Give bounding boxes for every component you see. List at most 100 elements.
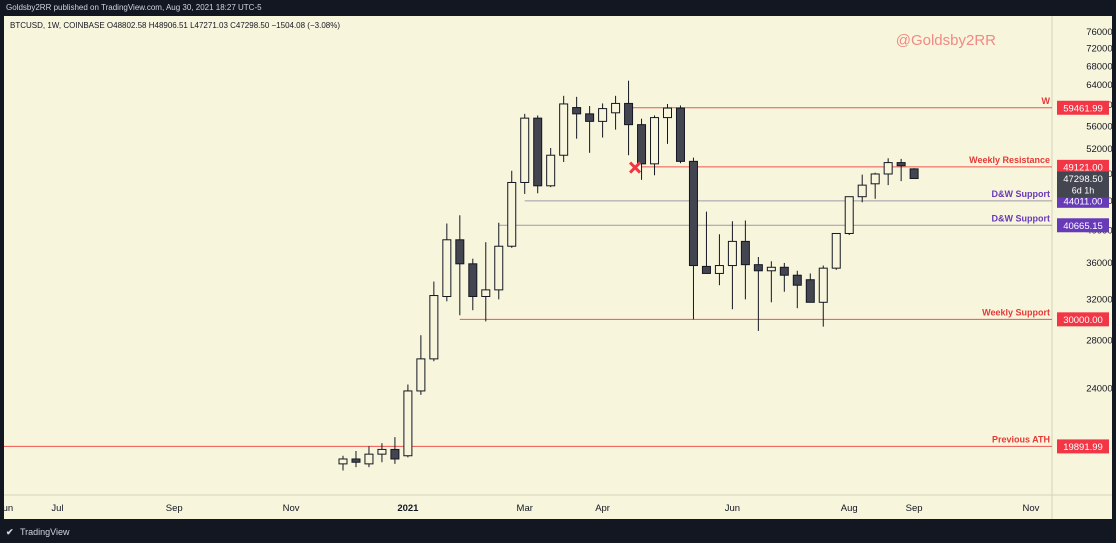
y-tick-label: 28000.00 (1086, 336, 1112, 347)
x-tick-label: Sep (166, 503, 183, 514)
candle-body (740, 240, 750, 266)
candle-body (844, 196, 854, 234)
x-tick-label: Apr (595, 503, 610, 514)
candle-body (520, 117, 530, 183)
candle-body (857, 184, 867, 198)
candle-body (585, 113, 595, 122)
candle-body (559, 103, 569, 156)
y-tick-label: 64000.00 (1086, 80, 1112, 91)
y-tick-label: 36000.00 (1086, 258, 1112, 269)
price-tag-label: 44011.00 (1064, 196, 1103, 207)
level-label: D&W Support (992, 189, 1051, 199)
candle-body (494, 245, 504, 291)
y-tick-label: 52000.00 (1086, 144, 1112, 155)
candle-body (546, 154, 556, 187)
price-tag-bg (1057, 439, 1109, 454)
candle-body (766, 266, 776, 272)
price-tag-label: 49121.00 (1063, 162, 1103, 173)
y-tick-label: 68000.00 (1086, 61, 1112, 72)
candle-body (637, 124, 647, 165)
candles (338, 80, 919, 471)
level-label: D&W Support (992, 213, 1051, 223)
horizontal-levels (4, 107, 1052, 447)
candle-body (818, 267, 828, 303)
level-labels: W 59461.99 Weekly Resistance 49121.00 D&W Su… (969, 96, 1109, 454)
candle-body (416, 358, 426, 392)
candle-body (727, 240, 737, 267)
last-price-bg (1057, 171, 1109, 198)
x-tick-label: Mar (517, 503, 533, 514)
candle-body (364, 453, 374, 465)
price-tag-bg (1057, 100, 1109, 115)
price-tag-label: 40665.15 (1063, 221, 1103, 232)
x-tick-label: Jul (51, 503, 63, 514)
y-tick-label: 24000.00 (1086, 383, 1112, 394)
x-tick-label: Jun (4, 503, 13, 514)
countdown-label: 6d 1h (1072, 186, 1095, 196)
y-tick-label: 32000.00 (1086, 294, 1112, 305)
x-tick-label: Aug (841, 503, 858, 514)
candle-body (572, 107, 582, 115)
y-tick-label: 76000.00 (1086, 27, 1112, 38)
candle-body (377, 448, 387, 455)
x-tick-label: Nov (1022, 503, 1039, 514)
candle-body (533, 117, 543, 187)
last-price-label: 47298.50 (1063, 174, 1103, 185)
candle-body (390, 448, 400, 460)
chart-title: BTCUSD, 1W, COINBASE O48802.58 H48906.51… (10, 21, 340, 30)
candle-body (779, 266, 789, 276)
candle-body (403, 390, 413, 457)
published-text: Goldsby2RR published on TradingView.com,… (6, 3, 262, 12)
candle-body (896, 162, 906, 167)
candle-body (909, 168, 919, 180)
candle-body (831, 232, 841, 269)
footer-bar: ✔ TradingView (0, 519, 1116, 543)
x-tick-label: 2021 (397, 503, 419, 514)
candle-body (701, 265, 711, 274)
price-tag-bg (1057, 159, 1109, 174)
level-label: Weekly Resistance (969, 155, 1050, 165)
candle-body (805, 279, 815, 303)
candle-body (442, 239, 452, 297)
price-tag-label: 19891.99 (1063, 442, 1103, 453)
watermark-text: @Goldsby2RR (896, 32, 996, 49)
level-label: W (1042, 96, 1051, 106)
brand-label: TradingView (20, 527, 70, 537)
candle-body (455, 239, 465, 265)
marker-layer (628, 161, 642, 174)
chart-area[interactable]: BTCUSD, 1W, COINBASE O48802.58 H48906.51… (4, 16, 1112, 519)
level-label: Weekly Support (982, 307, 1050, 317)
y-tick-label: 56000.00 (1086, 121, 1112, 132)
candle-body (753, 264, 763, 272)
x-axis: Jun Jul Sep Nov 2021 Mar Apr Jun Aug Sep Nov (4, 503, 1040, 514)
candle-body (688, 160, 698, 267)
y-axis: 24000.0028000.0032000.0036000.0040000.00… (1086, 27, 1112, 394)
tradingview-logo-icon: ✔ (6, 527, 14, 537)
candle-body (663, 107, 672, 119)
price-tag-bg (1057, 218, 1109, 233)
candle-body (714, 265, 724, 274)
level-label: Previous ATH (992, 434, 1050, 444)
candle-body (468, 263, 478, 297)
candlestick-chart[interactable]: BTCUSD, 1W, COINBASE O48802.58 H48906.51… (4, 16, 1112, 519)
candle-body (507, 181, 517, 247)
candle-body (598, 108, 608, 122)
candle-body (792, 274, 802, 286)
candle-body (429, 295, 439, 360)
published-bar: Goldsby2RR published on TradingView.com,… (0, 0, 1116, 16)
x-tick-label: Sep (906, 503, 923, 514)
candle-body (338, 458, 348, 465)
y-tick-label: 72000.00 (1086, 44, 1112, 55)
candle-body (883, 162, 893, 175)
candle-body (675, 107, 685, 162)
candle-body (870, 173, 880, 185)
price-tag-bg (1057, 312, 1109, 327)
x-mark-icon (628, 161, 642, 174)
candle-body (611, 102, 621, 114)
x-tick-label: Nov (283, 503, 300, 514)
price-tag-label: 30000.00 (1063, 315, 1103, 326)
x-mark-stroke (628, 161, 642, 174)
candle-body (481, 289, 491, 297)
candle-body (650, 117, 660, 165)
price-tag-label: 59461.99 (1063, 103, 1103, 114)
